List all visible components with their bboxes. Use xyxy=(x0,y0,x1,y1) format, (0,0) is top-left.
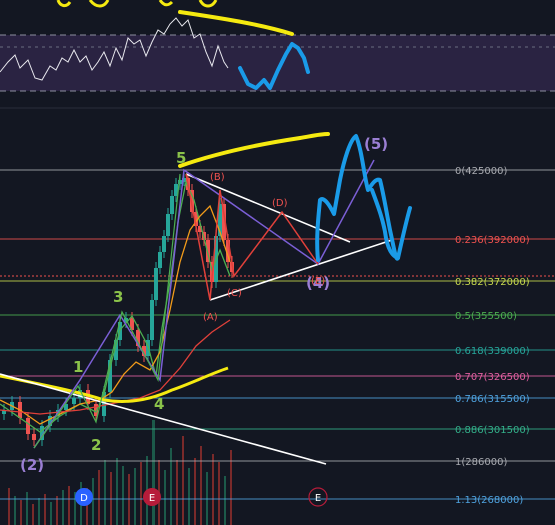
candle-body xyxy=(194,212,198,226)
candle-body xyxy=(40,426,44,440)
wave-label-2: 2 xyxy=(91,436,101,454)
candle-body xyxy=(64,404,68,410)
candle-body xyxy=(130,318,134,330)
date-badge-e-future-label: E xyxy=(315,493,321,504)
wave-count-lines xyxy=(33,134,412,449)
fib-label-0: 0(425000) xyxy=(455,166,507,177)
correction-label-c: (C) xyxy=(227,288,242,299)
yellow-rsi-trendline xyxy=(178,10,294,36)
candle-body xyxy=(190,190,194,212)
purple-impulse-wave xyxy=(33,159,375,449)
rsi-pane xyxy=(0,0,555,92)
candle-body xyxy=(150,300,154,340)
yellow-ma-marker xyxy=(0,366,229,404)
fib-label-0-236: 0.236(392000) xyxy=(455,235,530,246)
fib-label-0-382: 0.382(372000) xyxy=(455,277,530,288)
correction-label-b: (B) xyxy=(210,172,225,183)
candle-body xyxy=(86,390,90,404)
white-downtrend-line xyxy=(0,373,327,465)
time-axis-badges: D E E xyxy=(75,487,328,507)
fib-label-0-786: 0.786(315500) xyxy=(455,394,530,405)
candle-body xyxy=(174,184,178,196)
candle-body xyxy=(114,340,118,360)
fib-labels: 0(425000) 0.236(392000) 0.382(372000) 0.… xyxy=(455,166,530,506)
candle-body xyxy=(222,204,226,240)
fib-label-0-707: 0.707(326500) xyxy=(455,372,530,383)
candle-body xyxy=(94,404,98,416)
date-badge-e-label: E xyxy=(149,493,155,504)
date-badge-e-future[interactable]: E xyxy=(308,487,328,507)
candle-body xyxy=(136,330,140,346)
date-badge-d[interactable]: D xyxy=(75,488,93,506)
red-correction-wave xyxy=(185,173,319,301)
price-candles xyxy=(2,172,234,446)
candle-body xyxy=(32,434,36,440)
blue-rsi-forecast xyxy=(238,42,310,90)
fib-label-0-5: 0.5(355500) xyxy=(455,311,517,322)
correction-label-e: (E) xyxy=(311,276,325,287)
candle-body xyxy=(170,196,174,214)
candle-body xyxy=(2,410,6,414)
fibonacci-retracement xyxy=(0,169,555,500)
wave-label-2-circle: (2) xyxy=(20,456,44,474)
candle-body xyxy=(72,398,76,404)
correction-label-a: (A) xyxy=(203,312,218,323)
green-subwave xyxy=(33,173,181,449)
candle-body xyxy=(158,252,162,268)
wave-labels: (2) 1 2 3 4 5 (4) (5) (A) (B) (C) (D) (E… xyxy=(20,135,388,474)
rsi-line xyxy=(0,17,229,81)
fib-label-0-618: 0.618(339000) xyxy=(455,346,530,357)
date-badge-d-label: D xyxy=(80,493,88,504)
candle-body xyxy=(218,204,222,236)
wave-label-4: 4 xyxy=(154,395,164,413)
candle-body xyxy=(226,240,230,262)
fib-label-1: 1(286000) xyxy=(455,457,507,468)
candle-body xyxy=(108,360,112,392)
wave-label-3: 3 xyxy=(113,288,123,306)
triangle-lower-line xyxy=(209,239,393,301)
candle-body xyxy=(166,214,170,236)
candle-body xyxy=(178,180,182,184)
candle-body xyxy=(206,240,210,262)
blue-price-forecast xyxy=(315,134,412,262)
candle-body xyxy=(162,236,166,252)
trendlines xyxy=(0,132,393,465)
wave-label-5-circle: (5) xyxy=(364,135,388,153)
fib-label-0-886: 0.886(301500) xyxy=(455,425,530,436)
wave-label-1: 1 xyxy=(73,358,83,376)
candle-body xyxy=(182,178,186,182)
candle-body xyxy=(198,226,202,232)
rsi-band xyxy=(0,35,555,91)
triangle-upper-line xyxy=(185,173,351,243)
candle-body xyxy=(26,418,30,434)
candle-body xyxy=(48,416,52,426)
candle-body xyxy=(154,268,158,300)
ma-green xyxy=(0,179,231,433)
fib-label-1-13: 1.13(268000) xyxy=(455,495,523,506)
correction-label-d: (D) xyxy=(272,198,288,209)
candle-body xyxy=(142,346,146,356)
blue-forecast-turn xyxy=(370,188,400,260)
yellow-price-trendline xyxy=(178,132,330,168)
scribble-top-left xyxy=(56,0,218,8)
wave-label-4-circle: (4) xyxy=(306,274,330,292)
date-badge-e[interactable]: E xyxy=(143,488,161,506)
wave-label-5: 5 xyxy=(176,149,186,167)
candle-body xyxy=(102,392,106,416)
